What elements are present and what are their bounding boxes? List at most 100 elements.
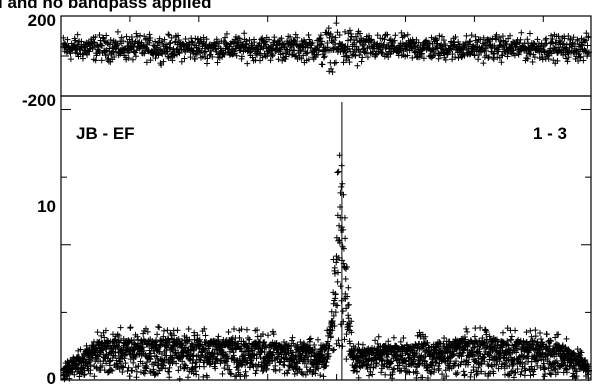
phase-point bbox=[64, 36, 71, 43]
amplitude-point bbox=[532, 333, 539, 340]
phase-point bbox=[455, 54, 462, 61]
phase-point bbox=[404, 31, 411, 38]
amplitude-point bbox=[109, 367, 116, 374]
phase-point bbox=[499, 52, 506, 59]
phase-point bbox=[358, 58, 365, 65]
phase-point bbox=[288, 51, 295, 58]
phase-point bbox=[257, 46, 264, 53]
phase-point bbox=[86, 48, 93, 55]
amplitude-point bbox=[215, 333, 222, 340]
phase-point bbox=[549, 40, 556, 47]
phase-point bbox=[303, 50, 310, 57]
phase-point bbox=[305, 32, 312, 39]
phase-point bbox=[580, 57, 587, 64]
amplitude-point bbox=[153, 341, 160, 348]
amplitude-point bbox=[244, 359, 251, 366]
phase-point bbox=[168, 34, 175, 41]
phase-point bbox=[188, 38, 195, 45]
phase-point bbox=[318, 40, 325, 47]
amplitude-point bbox=[196, 338, 203, 345]
phase-point bbox=[115, 45, 122, 52]
amplitude-point bbox=[206, 356, 213, 363]
phase-point bbox=[143, 59, 150, 66]
phase-point bbox=[490, 50, 497, 57]
phase-point bbox=[449, 51, 456, 58]
amplitude-point bbox=[276, 366, 283, 373]
amplitude-point bbox=[461, 371, 468, 378]
amplitude-point bbox=[84, 363, 91, 370]
phase-point bbox=[582, 37, 589, 44]
amplitude-point bbox=[244, 334, 251, 341]
amplitude-point bbox=[133, 374, 140, 381]
phase-point bbox=[158, 37, 165, 44]
phase-point bbox=[534, 36, 541, 43]
amplitude-point bbox=[243, 326, 250, 333]
amplitude-point bbox=[217, 360, 224, 367]
amplitude-point bbox=[130, 359, 137, 366]
phase-panel: 200 -200 bbox=[22, 11, 592, 110]
amplitude-point bbox=[135, 363, 142, 370]
phase-point bbox=[467, 38, 474, 45]
phase-point bbox=[300, 52, 307, 59]
phase-point bbox=[106, 41, 113, 48]
phase-point bbox=[379, 50, 386, 57]
phase-point bbox=[202, 48, 209, 55]
amplitude-point bbox=[186, 336, 193, 343]
amplitude-point bbox=[151, 372, 158, 379]
amplitude-point bbox=[185, 374, 192, 381]
amplitude-point bbox=[222, 338, 229, 345]
amplitude-point bbox=[228, 370, 235, 377]
phase-point bbox=[259, 54, 266, 61]
phase-point bbox=[291, 53, 298, 60]
phase-point bbox=[298, 55, 305, 62]
amplitude-point bbox=[288, 337, 295, 344]
phase-point bbox=[490, 56, 497, 63]
baseline-label: JB - EF bbox=[76, 124, 135, 143]
phase-point bbox=[257, 57, 264, 64]
phase-point bbox=[278, 35, 285, 42]
amplitude-point bbox=[127, 324, 134, 331]
phase-point bbox=[524, 36, 531, 43]
phase-point bbox=[430, 48, 437, 55]
amplitude-point bbox=[331, 264, 338, 271]
phase-point bbox=[415, 39, 422, 46]
phase-point bbox=[161, 36, 168, 43]
phase-point bbox=[354, 37, 361, 44]
phase-point bbox=[385, 53, 392, 60]
amplitude-point bbox=[93, 347, 100, 354]
amplitude-point bbox=[512, 327, 519, 334]
phase-point bbox=[128, 33, 135, 40]
amplitude-point bbox=[345, 301, 352, 308]
amplitude-point bbox=[527, 327, 534, 334]
phase-point bbox=[129, 56, 136, 63]
phase-point bbox=[266, 36, 273, 43]
phase-point bbox=[477, 36, 484, 43]
amplitude-point bbox=[345, 284, 352, 291]
phase-point bbox=[435, 55, 442, 62]
phase-point bbox=[251, 39, 258, 46]
phase-point bbox=[577, 53, 584, 60]
phase-point bbox=[340, 48, 347, 55]
phase-point bbox=[507, 32, 514, 39]
amplitude-point bbox=[238, 326, 245, 333]
phase-point bbox=[526, 30, 533, 37]
phase-point bbox=[141, 50, 148, 57]
phase-point bbox=[98, 57, 105, 64]
phase-point bbox=[186, 41, 193, 48]
phase-point bbox=[170, 45, 177, 52]
amplitude-point bbox=[471, 333, 478, 340]
phase-point bbox=[535, 40, 542, 47]
phase-point bbox=[332, 34, 339, 41]
phase-point bbox=[344, 37, 351, 44]
amplitude-point bbox=[225, 329, 232, 336]
phase-point bbox=[152, 38, 159, 45]
phase-point bbox=[204, 55, 211, 62]
amplitude-point bbox=[206, 361, 213, 368]
phase-point bbox=[480, 34, 487, 41]
phase-point bbox=[67, 50, 74, 57]
phase-point bbox=[137, 32, 144, 39]
amplitude-point bbox=[366, 372, 373, 379]
phase-point bbox=[320, 54, 327, 61]
amplitude-point bbox=[242, 368, 249, 375]
